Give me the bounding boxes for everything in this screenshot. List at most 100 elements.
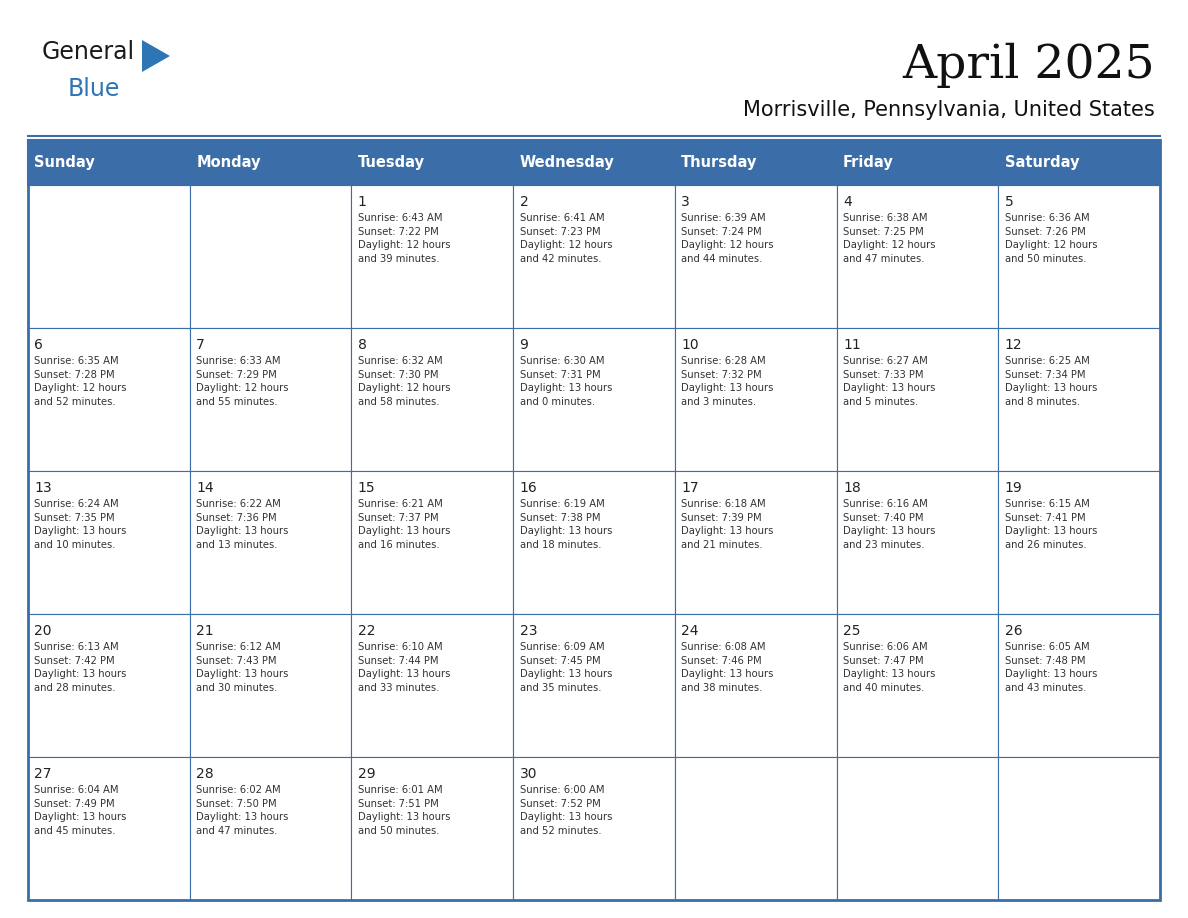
Bar	[998, 471, 1159, 614]
Text: Sunrise: 6:21 AM
Sunset: 7:37 PM
Daylight: 13 hours
and 16 minutes.: Sunrise: 6:21 AM Sunset: 7:37 PM Dayligh…	[358, 499, 450, 550]
Bar	[29, 328, 190, 471]
Text: Sunrise: 6:35 AM
Sunset: 7:28 PM
Daylight: 12 hours
and 52 minutes.: Sunrise: 6:35 AM Sunset: 7:28 PM Dayligh…	[34, 356, 127, 407]
Text: 10: 10	[682, 338, 699, 352]
Bar	[675, 140, 836, 185]
Bar	[29, 140, 1159, 185]
Text: Tuesday: Tuesday	[358, 155, 425, 170]
Text: 24: 24	[682, 624, 699, 638]
Text: 27: 27	[34, 767, 52, 781]
Text: Sunrise: 6:18 AM
Sunset: 7:39 PM
Daylight: 13 hours
and 21 minutes.: Sunrise: 6:18 AM Sunset: 7:39 PM Dayligh…	[682, 499, 773, 550]
Bar	[675, 614, 836, 757]
Bar	[352, 757, 513, 900]
Bar	[998, 328, 1159, 471]
Bar	[675, 328, 836, 471]
Bar	[190, 185, 352, 328]
Text: Sunrise: 6:30 AM
Sunset: 7:31 PM
Daylight: 13 hours
and 0 minutes.: Sunrise: 6:30 AM Sunset: 7:31 PM Dayligh…	[519, 356, 612, 407]
Bar	[836, 328, 998, 471]
Text: 17: 17	[682, 481, 699, 495]
Text: Sunrise: 6:33 AM
Sunset: 7:29 PM
Daylight: 12 hours
and 55 minutes.: Sunrise: 6:33 AM Sunset: 7:29 PM Dayligh…	[196, 356, 289, 407]
Bar	[675, 185, 836, 328]
Bar	[836, 757, 998, 900]
Polygon shape	[143, 40, 170, 72]
Bar	[190, 614, 352, 757]
Text: 12: 12	[1005, 338, 1023, 352]
Text: 28: 28	[196, 767, 214, 781]
Bar	[29, 140, 190, 185]
Bar	[836, 471, 998, 614]
Text: 21: 21	[196, 624, 214, 638]
Text: Sunrise: 6:27 AM
Sunset: 7:33 PM
Daylight: 13 hours
and 5 minutes.: Sunrise: 6:27 AM Sunset: 7:33 PM Dayligh…	[843, 356, 935, 407]
Bar	[998, 185, 1159, 328]
Text: Sunrise: 6:41 AM
Sunset: 7:23 PM
Daylight: 12 hours
and 42 minutes.: Sunrise: 6:41 AM Sunset: 7:23 PM Dayligh…	[519, 213, 612, 263]
Text: April 2025: April 2025	[903, 43, 1155, 88]
Bar	[836, 614, 998, 757]
Text: Monday: Monday	[196, 155, 260, 170]
Text: 2: 2	[519, 195, 529, 209]
Bar	[29, 140, 1159, 900]
Bar	[29, 185, 190, 328]
Text: Sunrise: 6:02 AM
Sunset: 7:50 PM
Daylight: 13 hours
and 47 minutes.: Sunrise: 6:02 AM Sunset: 7:50 PM Dayligh…	[196, 785, 289, 835]
Bar	[352, 328, 513, 471]
Text: Sunrise: 6:25 AM
Sunset: 7:34 PM
Daylight: 13 hours
and 8 minutes.: Sunrise: 6:25 AM Sunset: 7:34 PM Dayligh…	[1005, 356, 1098, 407]
Bar	[998, 757, 1159, 900]
Text: 25: 25	[843, 624, 860, 638]
Bar	[513, 757, 675, 900]
Text: 20: 20	[34, 624, 52, 638]
Text: 1: 1	[358, 195, 367, 209]
Bar	[352, 614, 513, 757]
Text: Sunday: Sunday	[34, 155, 95, 170]
Text: Sunrise: 6:24 AM
Sunset: 7:35 PM
Daylight: 13 hours
and 10 minutes.: Sunrise: 6:24 AM Sunset: 7:35 PM Dayligh…	[34, 499, 127, 550]
Bar	[352, 471, 513, 614]
Bar	[513, 140, 675, 185]
Text: Sunrise: 6:22 AM
Sunset: 7:36 PM
Daylight: 13 hours
and 13 minutes.: Sunrise: 6:22 AM Sunset: 7:36 PM Dayligh…	[196, 499, 289, 550]
Text: Sunrise: 6:38 AM
Sunset: 7:25 PM
Daylight: 12 hours
and 47 minutes.: Sunrise: 6:38 AM Sunset: 7:25 PM Dayligh…	[843, 213, 935, 263]
Text: 13: 13	[34, 481, 52, 495]
Text: 7: 7	[196, 338, 206, 352]
Bar	[836, 140, 998, 185]
Text: Sunrise: 6:36 AM
Sunset: 7:26 PM
Daylight: 12 hours
and 50 minutes.: Sunrise: 6:36 AM Sunset: 7:26 PM Dayligh…	[1005, 213, 1098, 263]
Text: 8: 8	[358, 338, 367, 352]
Text: Saturday: Saturday	[1005, 155, 1079, 170]
Bar	[836, 185, 998, 328]
Text: 26: 26	[1005, 624, 1023, 638]
Bar	[998, 614, 1159, 757]
Text: 29: 29	[358, 767, 375, 781]
Text: General: General	[42, 40, 135, 64]
Text: 16: 16	[519, 481, 537, 495]
Text: 9: 9	[519, 338, 529, 352]
Text: 6: 6	[34, 338, 43, 352]
Text: Sunrise: 6:10 AM
Sunset: 7:44 PM
Daylight: 13 hours
and 33 minutes.: Sunrise: 6:10 AM Sunset: 7:44 PM Dayligh…	[358, 642, 450, 693]
Text: Sunrise: 6:28 AM
Sunset: 7:32 PM
Daylight: 13 hours
and 3 minutes.: Sunrise: 6:28 AM Sunset: 7:32 PM Dayligh…	[682, 356, 773, 407]
Text: 22: 22	[358, 624, 375, 638]
Text: Sunrise: 6:15 AM
Sunset: 7:41 PM
Daylight: 13 hours
and 26 minutes.: Sunrise: 6:15 AM Sunset: 7:41 PM Dayligh…	[1005, 499, 1098, 550]
Text: Sunrise: 6:06 AM
Sunset: 7:47 PM
Daylight: 13 hours
and 40 minutes.: Sunrise: 6:06 AM Sunset: 7:47 PM Dayligh…	[843, 642, 935, 693]
Bar	[513, 328, 675, 471]
Text: Wednesday: Wednesday	[519, 155, 614, 170]
Text: Friday: Friday	[843, 155, 893, 170]
Bar	[513, 614, 675, 757]
Text: Sunrise: 6:00 AM
Sunset: 7:52 PM
Daylight: 13 hours
and 52 minutes.: Sunrise: 6:00 AM Sunset: 7:52 PM Dayligh…	[519, 785, 612, 835]
Text: Blue: Blue	[68, 77, 120, 101]
Bar	[513, 185, 675, 328]
Bar	[675, 471, 836, 614]
Text: 5: 5	[1005, 195, 1013, 209]
Text: Sunrise: 6:43 AM
Sunset: 7:22 PM
Daylight: 12 hours
and 39 minutes.: Sunrise: 6:43 AM Sunset: 7:22 PM Dayligh…	[358, 213, 450, 263]
Text: 4: 4	[843, 195, 852, 209]
Text: 18: 18	[843, 481, 861, 495]
Text: Sunrise: 6:08 AM
Sunset: 7:46 PM
Daylight: 13 hours
and 38 minutes.: Sunrise: 6:08 AM Sunset: 7:46 PM Dayligh…	[682, 642, 773, 693]
Text: Sunrise: 6:04 AM
Sunset: 7:49 PM
Daylight: 13 hours
and 45 minutes.: Sunrise: 6:04 AM Sunset: 7:49 PM Dayligh…	[34, 785, 127, 835]
Bar	[29, 471, 190, 614]
Text: Thursday: Thursday	[682, 155, 758, 170]
Text: 14: 14	[196, 481, 214, 495]
Text: Sunrise: 6:05 AM
Sunset: 7:48 PM
Daylight: 13 hours
and 43 minutes.: Sunrise: 6:05 AM Sunset: 7:48 PM Dayligh…	[1005, 642, 1098, 693]
Text: 15: 15	[358, 481, 375, 495]
Text: 19: 19	[1005, 481, 1023, 495]
Text: Sunrise: 6:16 AM
Sunset: 7:40 PM
Daylight: 13 hours
and 23 minutes.: Sunrise: 6:16 AM Sunset: 7:40 PM Dayligh…	[843, 499, 935, 550]
Text: Sunrise: 6:32 AM
Sunset: 7:30 PM
Daylight: 12 hours
and 58 minutes.: Sunrise: 6:32 AM Sunset: 7:30 PM Dayligh…	[358, 356, 450, 407]
Bar	[998, 140, 1159, 185]
Text: 11: 11	[843, 338, 861, 352]
Bar	[29, 614, 190, 757]
Bar	[29, 757, 190, 900]
Bar	[190, 471, 352, 614]
Text: Sunrise: 6:01 AM
Sunset: 7:51 PM
Daylight: 13 hours
and 50 minutes.: Sunrise: 6:01 AM Sunset: 7:51 PM Dayligh…	[358, 785, 450, 835]
